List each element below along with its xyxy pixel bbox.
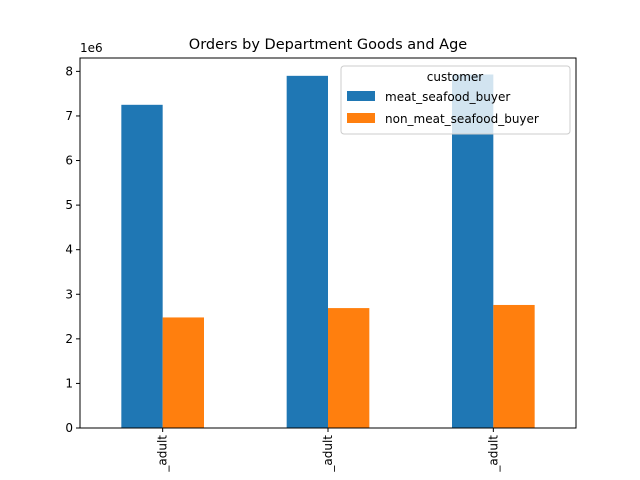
y-tick-label-3: 3 <box>65 287 73 301</box>
plot-frame <box>79 57 577 429</box>
x-axis: _adult _adult _adult <box>156 428 500 473</box>
x-tick-label-0: _adult <box>156 435 170 473</box>
bar-meat-seafood-buyer-0 <box>121 104 163 429</box>
y-tick-label-8: 8 <box>65 64 73 78</box>
y-tick-label-2: 2 <box>65 332 73 346</box>
x-tick-label-1: _adult <box>321 435 335 473</box>
legend-swatch-non-meat-seafood-buyer <box>347 113 375 123</box>
y-axis-scale-label: 1e6 <box>80 41 103 55</box>
bars-group <box>121 74 535 429</box>
legend-swatch-meat-seafood-buyer <box>347 91 375 101</box>
legend: customer meat_seafood_buyer non_meat_sea… <box>340 65 571 135</box>
y-tick-label-0: 0 <box>65 421 73 435</box>
bar-non-meat-seafood-buyer-2 <box>493 304 535 428</box>
bar-meat-seafood-buyer-1 <box>286 75 328 428</box>
y-tick-label-5: 5 <box>65 198 73 212</box>
y-tick-label-4: 4 <box>65 243 73 257</box>
bar-non-meat-seafood-buyer-0 <box>162 317 204 428</box>
legend-label-meat-seafood-buyer: meat_seafood_buyer <box>385 90 510 104</box>
x-tick-label-2: _adult <box>486 435 500 473</box>
y-tick-label-7: 7 <box>65 109 73 123</box>
bar-non-meat-seafood-buyer-1 <box>328 308 370 428</box>
legend-box <box>340 65 571 135</box>
legend-label-non-meat-seafood-buyer: non_meat_seafood_buyer <box>385 112 539 126</box>
legend-title: customer <box>427 70 484 84</box>
y-tick-label-6: 6 <box>65 154 73 168</box>
y-axis: 0 1 2 3 4 5 6 7 8 <box>65 64 80 435</box>
chart-title: Orders by Department Goods and Age <box>189 37 467 53</box>
y-tick-label-1: 1 <box>65 376 73 390</box>
